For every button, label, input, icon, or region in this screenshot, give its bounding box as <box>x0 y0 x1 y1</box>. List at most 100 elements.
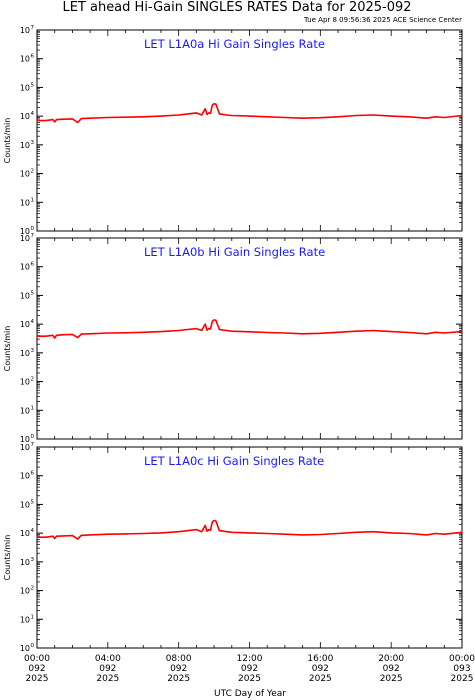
data-point <box>80 118 82 120</box>
data-point <box>142 331 144 333</box>
x-tick-time: 00:00 <box>24 654 50 664</box>
panel-frame <box>36 29 463 232</box>
y-tick-exponent: 5 <box>31 499 35 505</box>
y-tick-exponent: 4 <box>31 528 35 534</box>
data-point <box>204 108 206 110</box>
data-point <box>266 331 268 334</box>
data-point <box>142 532 144 535</box>
data-point <box>204 323 206 325</box>
data-point <box>337 331 339 333</box>
data-point <box>211 521 213 523</box>
y-tick-exponent: 5 <box>31 290 35 296</box>
data-point <box>195 328 197 330</box>
x-tick-year: 2025 <box>26 674 49 684</box>
data-point <box>124 116 127 118</box>
x-tick-doy: 092 <box>383 664 400 674</box>
y-tick-exponent: 4 <box>31 111 35 117</box>
data-point <box>52 535 54 537</box>
data-point <box>443 332 445 334</box>
data-point <box>225 114 228 116</box>
y-tick-label: 10 <box>20 443 30 452</box>
data-point <box>54 537 56 540</box>
data-point <box>178 329 180 332</box>
data-point <box>225 329 228 332</box>
y-tick-label: 10 <box>20 378 30 387</box>
y-tick-exponent: 6 <box>31 54 35 60</box>
x-tick-time: 12:00 <box>237 654 263 664</box>
x-tick-doy: 092 <box>28 664 45 674</box>
data-point <box>63 535 65 537</box>
y-tick-exponent: 1 <box>31 197 35 203</box>
data-point <box>89 333 91 335</box>
data-point <box>337 116 339 118</box>
x-axis-title: UTC Day of Year <box>214 689 286 699</box>
x-tick-year: 2025 <box>96 674 119 684</box>
data-point <box>80 534 82 536</box>
data-point <box>206 329 208 331</box>
data-point <box>77 337 79 339</box>
data-point <box>248 532 251 534</box>
y-tick-label: 10 <box>20 587 30 596</box>
x-tick-time: 00:00 <box>449 654 475 664</box>
y-tick-exponent: 1 <box>31 405 35 411</box>
y-tick-exponent: 2 <box>31 586 35 592</box>
data-point <box>107 116 109 119</box>
data-point <box>408 116 410 118</box>
data-point <box>186 113 189 115</box>
data-point <box>284 116 286 119</box>
y-tick-exponent: 7 <box>31 233 35 239</box>
timestamp-label: Tue Apr 8 09:56:36 2025 ACE Science Cent… <box>303 16 462 24</box>
x-tick-doy: 092 <box>241 664 258 674</box>
y-tick-label: 10 <box>20 263 30 272</box>
data-point <box>434 116 436 118</box>
data-point <box>426 333 428 335</box>
data-point <box>206 530 208 532</box>
series-line <box>37 319 463 339</box>
data-point <box>266 116 268 118</box>
data-point <box>54 121 56 123</box>
data-point <box>178 114 180 116</box>
y-tick-label: 10 <box>20 320 30 329</box>
data-point <box>36 120 38 122</box>
data-point <box>80 333 82 335</box>
data-point <box>45 536 47 538</box>
data-point <box>142 116 144 118</box>
y-tick-exponent: 2 <box>31 377 35 383</box>
y-tick-label: 10 <box>20 349 30 358</box>
data-point <box>213 103 215 105</box>
data-point <box>461 330 463 332</box>
y-tick-exponent: 7 <box>31 25 35 31</box>
data-point <box>355 531 357 533</box>
data-point <box>218 530 220 532</box>
data-point <box>355 114 357 117</box>
data-point <box>124 533 127 535</box>
data-point <box>208 529 210 531</box>
data-point <box>107 533 109 535</box>
data-point <box>284 332 286 334</box>
y-tick-label: 10 <box>20 644 30 653</box>
y-tick-label: 10 <box>20 406 30 415</box>
data-point <box>77 121 79 124</box>
y-tick-exponent: 6 <box>31 471 35 477</box>
y-tick-exponent: 0 <box>31 643 35 649</box>
y-axis-title: Counts/min <box>3 535 12 581</box>
data-point <box>461 531 463 533</box>
x-tick-doy: 092 <box>170 664 187 674</box>
x-tick-year: 2025 <box>451 674 474 684</box>
y-tick-exponent: 0 <box>31 226 35 232</box>
y-tick-label: 10 <box>20 234 30 243</box>
data-point <box>390 331 392 333</box>
data-point <box>89 534 91 536</box>
data-point <box>77 538 79 540</box>
y-tick-label: 10 <box>20 500 30 509</box>
data-point <box>426 534 428 536</box>
y-tick-exponent: 7 <box>31 442 35 448</box>
data-point <box>225 531 228 533</box>
data-point <box>45 335 47 337</box>
x-tick-year: 2025 <box>309 674 332 684</box>
